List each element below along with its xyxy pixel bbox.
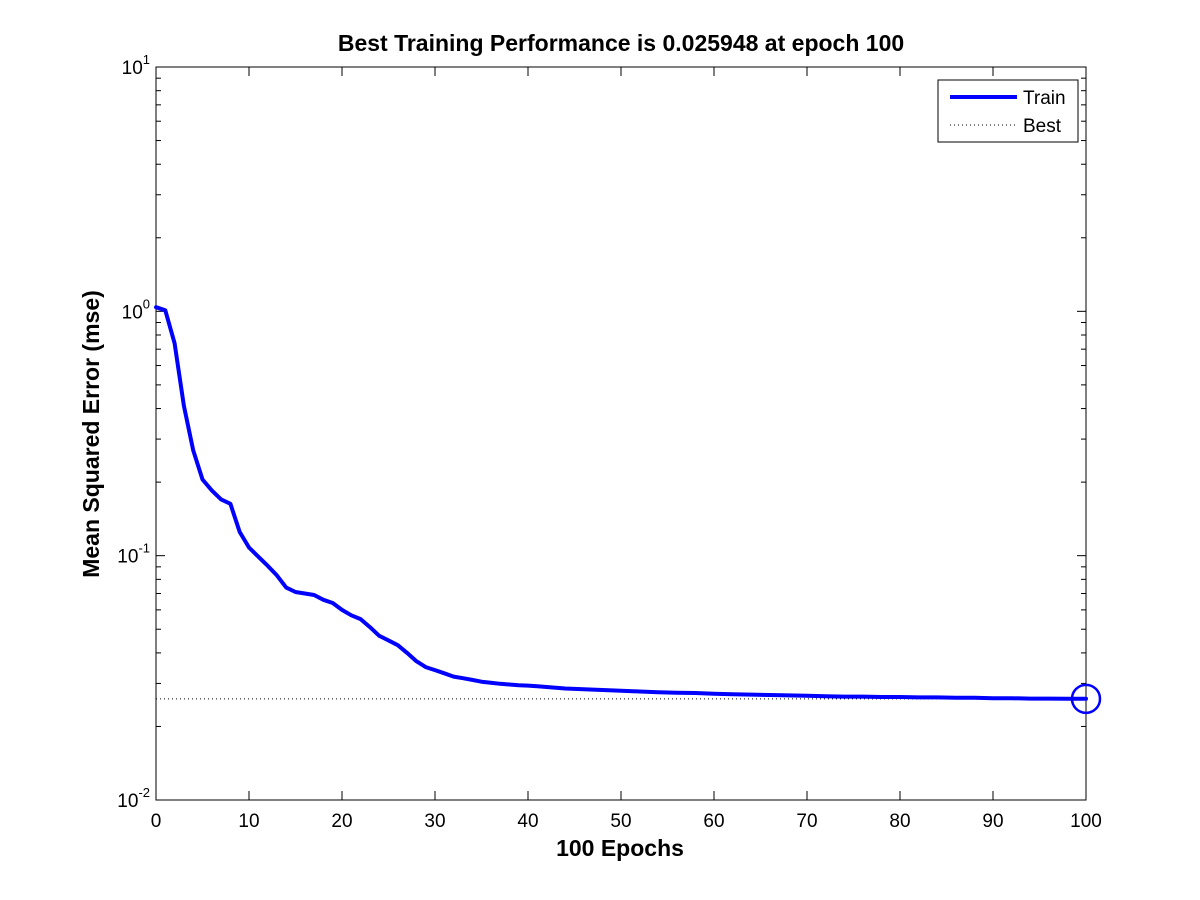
x-tick-label: 100 (1070, 811, 1102, 832)
legend: Train Best (937, 79, 1079, 143)
x-tick-label: 40 (517, 811, 538, 832)
plot-area: 0 10 20 30 40 50 60 70 80 90 100 10-2 10-1 100 101 Trai… (117, 52, 1102, 832)
legend-box (937, 79, 1079, 143)
y-tick-label: 101 (122, 52, 150, 79)
chart-title: Best Training Performance is 0.025948 at… (338, 30, 904, 56)
legend-best-label: Best (1023, 116, 1062, 137)
y-tick-label: 10-1 (117, 541, 150, 568)
x-tick-label: 10 (238, 811, 259, 832)
y-axis-label: Mean Squared Error (mse) (78, 290, 104, 578)
x-tick-label: 50 (610, 811, 631, 832)
legend-train-label: Train (1023, 88, 1066, 109)
x-tick-label: 0 (151, 811, 162, 832)
x-tick-label: 60 (703, 811, 724, 832)
y-tick-label: 100 (122, 296, 150, 323)
x-axis-label: 100 Epochs (556, 835, 684, 861)
x-tick-label: 30 (424, 811, 445, 832)
train-series-line (154, 305, 1088, 701)
x-tick-label: 90 (982, 811, 1003, 832)
best-marker-circle (1070, 683, 1102, 715)
x-tick-label: 80 (889, 811, 910, 832)
x-tick-label: 70 (796, 811, 817, 832)
y-tick-label: 10-2 (117, 785, 150, 812)
x-tick-label: 20 (331, 811, 352, 832)
